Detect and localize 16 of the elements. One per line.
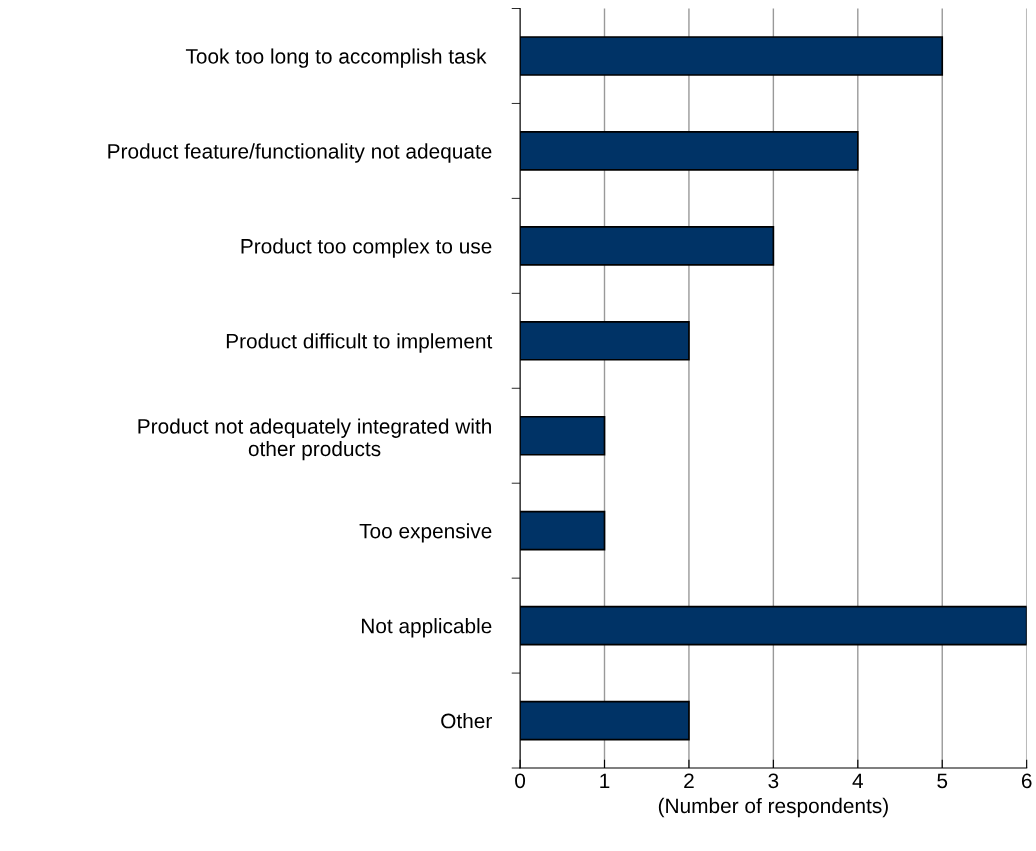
y-tick-label: Product feature/functionality not adequate bbox=[108, 143, 492, 163]
y-tick-label: Product difficult to implement bbox=[226, 333, 493, 353]
y-tick-label: Took too long to accomplish task bbox=[185, 48, 487, 68]
y-tick-label: Other bbox=[441, 713, 492, 729]
y-tick-label: Too expensive bbox=[359, 523, 492, 543]
x-tick-label: 6 bbox=[1021, 773, 1032, 789]
x-tick-label: 5 bbox=[937, 773, 948, 789]
x-tick-label: 1 bbox=[600, 773, 610, 788]
y-tick-label: Not applicable bbox=[361, 618, 492, 638]
x-tick-label: 0 bbox=[515, 773, 526, 789]
x-tick-label: 4 bbox=[852, 773, 863, 788]
y-tick-label: Product too complex to use bbox=[241, 238, 492, 258]
x-tick-label: 3 bbox=[768, 773, 779, 789]
x-axis-title: (Number of respondents) bbox=[658, 797, 888, 818]
y-tick-label: Product not adequately integrated with other products bbox=[138, 418, 491, 461]
x-tick-label: 2 bbox=[684, 773, 694, 788]
